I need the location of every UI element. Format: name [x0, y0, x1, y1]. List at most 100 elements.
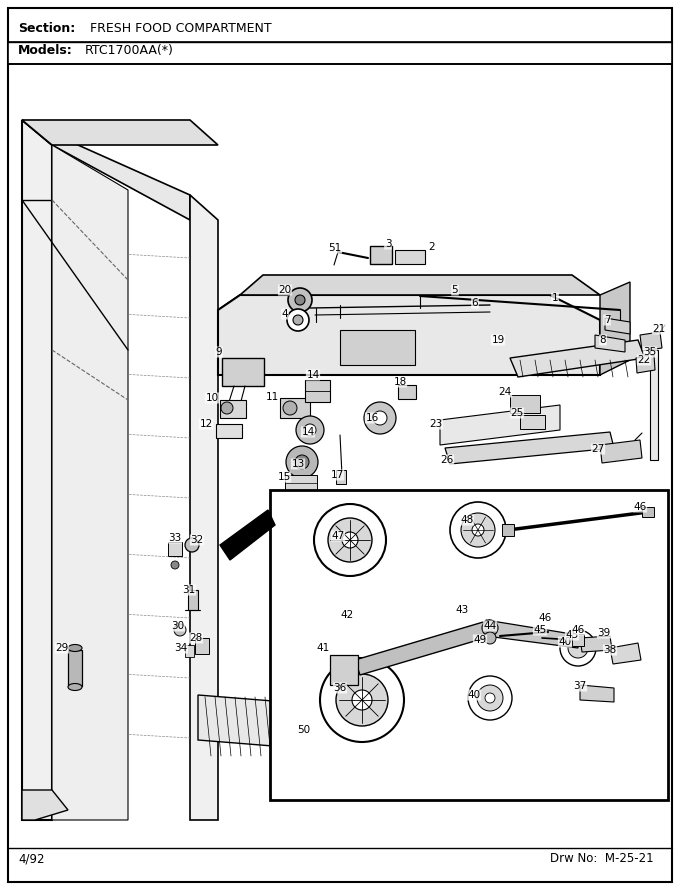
Text: 31: 31 [182, 585, 196, 595]
Polygon shape [355, 620, 495, 675]
Text: 46: 46 [633, 502, 647, 512]
Ellipse shape [68, 644, 82, 651]
Polygon shape [445, 432, 614, 464]
Bar [285, 475, 317, 491]
Bar [502, 524, 514, 536]
Polygon shape [605, 318, 630, 334]
Ellipse shape [68, 684, 82, 691]
Polygon shape [22, 120, 52, 820]
Text: 5: 5 [452, 285, 458, 295]
Text: FRESH FOOD COMPARTMENT: FRESH FOOD COMPARTMENT [90, 22, 271, 35]
Circle shape [174, 624, 186, 636]
Circle shape [461, 513, 495, 547]
Text: 46: 46 [539, 613, 551, 623]
Text: 12: 12 [199, 419, 213, 429]
Polygon shape [190, 195, 218, 820]
Polygon shape [52, 145, 128, 820]
Bar [398, 385, 416, 399]
Bar [168, 542, 182, 556]
Circle shape [477, 685, 503, 711]
Bar [520, 415, 545, 429]
Circle shape [472, 524, 484, 536]
Circle shape [295, 295, 305, 305]
Text: 38: 38 [603, 645, 617, 655]
Polygon shape [510, 340, 645, 377]
Circle shape [293, 315, 303, 325]
Text: 11: 11 [265, 392, 279, 402]
Text: 27: 27 [592, 444, 605, 454]
Text: 46: 46 [571, 625, 585, 635]
Polygon shape [22, 790, 68, 820]
Text: 10: 10 [205, 393, 218, 403]
Text: 17: 17 [330, 470, 343, 480]
Text: RTC1700AA(*): RTC1700AA(*) [85, 44, 174, 57]
Text: 29: 29 [55, 643, 69, 653]
Polygon shape [600, 282, 630, 375]
Bar [185, 645, 194, 657]
Polygon shape [580, 685, 614, 702]
Text: 33: 33 [169, 533, 182, 543]
Text: Section:: Section: [18, 22, 75, 35]
Text: 2: 2 [428, 242, 435, 252]
Bar [572, 634, 584, 646]
Circle shape [352, 690, 372, 710]
Bar [330, 655, 358, 685]
Bar [270, 490, 668, 800]
Text: 22: 22 [637, 355, 651, 365]
Bar [68, 650, 82, 686]
Bar [305, 380, 330, 402]
Text: 40: 40 [467, 690, 481, 700]
Circle shape [283, 401, 297, 415]
Text: 4: 4 [282, 309, 288, 319]
Polygon shape [595, 335, 625, 352]
Circle shape [314, 504, 386, 576]
Text: 25: 25 [511, 408, 524, 418]
Circle shape [485, 693, 495, 703]
Text: 1: 1 [551, 293, 558, 303]
Polygon shape [486, 620, 578, 648]
Text: 18: 18 [393, 377, 407, 387]
Polygon shape [600, 440, 642, 463]
Text: 13: 13 [291, 459, 305, 469]
Text: 35: 35 [643, 347, 657, 357]
Text: 21: 21 [652, 324, 666, 334]
Circle shape [296, 416, 324, 444]
Circle shape [373, 411, 387, 425]
Bar [642, 507, 654, 517]
Circle shape [328, 518, 372, 562]
Circle shape [364, 402, 396, 434]
Bar [370, 246, 392, 264]
Circle shape [287, 309, 309, 331]
Circle shape [450, 502, 506, 558]
Text: 49: 49 [473, 635, 487, 645]
Text: 47: 47 [331, 531, 345, 541]
Text: 9: 9 [216, 347, 222, 357]
Circle shape [288, 288, 312, 312]
Bar [650, 350, 658, 460]
Polygon shape [218, 295, 600, 375]
Circle shape [286, 446, 318, 478]
Polygon shape [636, 355, 655, 373]
Circle shape [484, 632, 496, 644]
Bar [510, 395, 540, 413]
Text: 45: 45 [565, 630, 579, 640]
Text: 28: 28 [189, 633, 203, 643]
Text: 39: 39 [597, 628, 611, 638]
Circle shape [221, 402, 233, 414]
Circle shape [560, 630, 596, 666]
Circle shape [320, 658, 404, 742]
Text: 41: 41 [316, 643, 330, 653]
Circle shape [304, 424, 316, 436]
Bar [220, 400, 246, 418]
Bar [188, 590, 198, 610]
Text: 7: 7 [604, 315, 611, 325]
Text: 15: 15 [277, 472, 290, 482]
Polygon shape [22, 120, 190, 220]
Bar [280, 398, 310, 418]
Circle shape [295, 455, 309, 469]
Text: 8: 8 [600, 335, 607, 345]
Bar [222, 358, 264, 386]
Text: 36: 36 [333, 683, 347, 693]
Polygon shape [220, 510, 275, 560]
Text: 16: 16 [365, 413, 379, 423]
